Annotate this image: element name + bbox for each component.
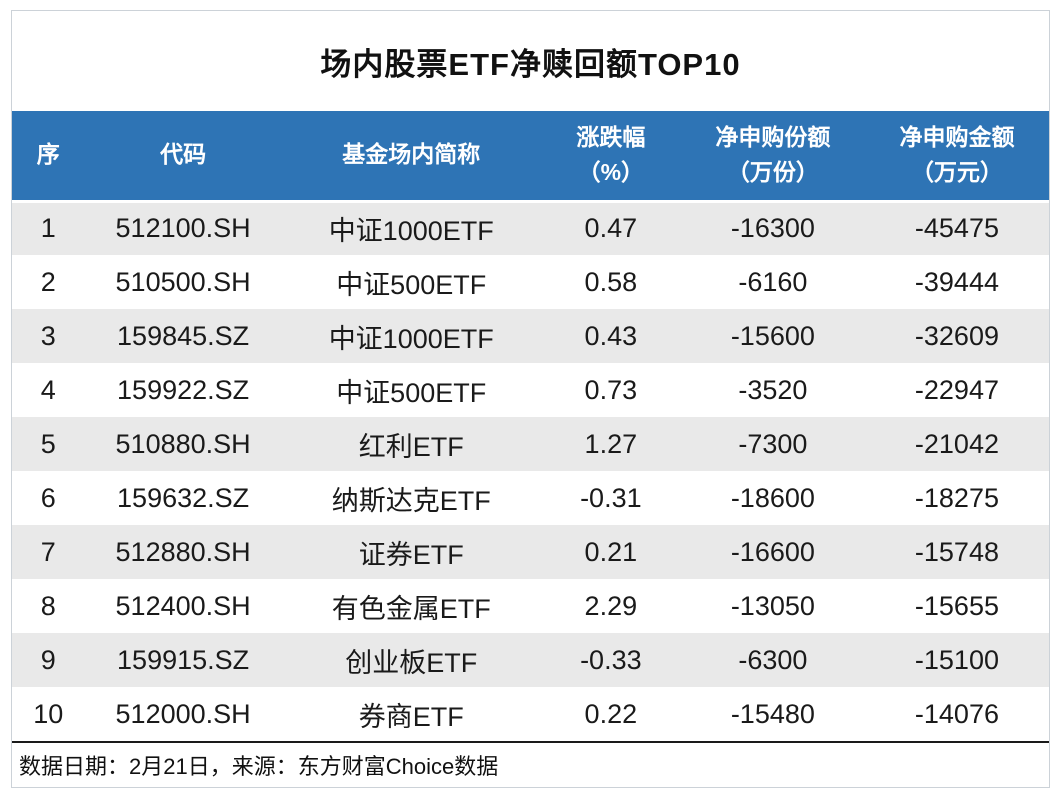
cell-seq: 4 bbox=[40, 374, 56, 405]
cell-net-amount: -22947 bbox=[914, 374, 999, 405]
cell-change-pct: 0.47 bbox=[584, 213, 638, 244]
cell-code: 510500.SH bbox=[115, 266, 251, 297]
cell-net-amount: -32609 bbox=[914, 320, 999, 351]
cell-net-shares: -18600 bbox=[730, 482, 815, 513]
cell-fund-name: 中证1000ETF bbox=[328, 216, 494, 247]
cell-code: 512100.SH bbox=[115, 213, 251, 244]
cell-net-shares: -13050 bbox=[730, 590, 815, 621]
cell-fund-name: 纳斯达克ETF bbox=[331, 485, 491, 516]
etf-redemption-table-card: 场内股票ETF净赎回额TOP10 序 代码 基金场内简称 bbox=[11, 10, 1050, 788]
col-header-code-label: 代码 bbox=[160, 141, 207, 168]
cell-net-amount: -18275 bbox=[914, 482, 999, 513]
table-row: 6 159632.SZ 纳斯达克ETF -0.31 -18600 -18275 bbox=[12, 471, 1049, 525]
col-header-net-shares-unit: （万份） bbox=[726, 159, 819, 186]
table-row: 7 512880.SH 证券ETF 0.21 -16600 -15748 bbox=[12, 525, 1049, 579]
cell-fund-name: 中证1000ETF bbox=[328, 323, 494, 354]
cell-net-amount: -15100 bbox=[914, 644, 999, 675]
cell-net-amount: -21042 bbox=[914, 428, 999, 459]
cell-net-amount: -15655 bbox=[914, 590, 999, 621]
cell-code: 159632.SZ bbox=[117, 482, 250, 513]
col-header-net-amount-unit: （万元） bbox=[910, 159, 1003, 186]
cell-net-shares: -7300 bbox=[738, 428, 808, 459]
cell-code: 512880.SH bbox=[115, 536, 251, 567]
cell-fund-name: 中证500ETF bbox=[336, 269, 487, 300]
cell-net-shares: -6300 bbox=[738, 644, 808, 675]
cell-code: 512000.SH bbox=[115, 698, 251, 729]
header-row: 序 代码 基金场内简称 涨跌幅 （%） 净申购份额 （万份） bbox=[12, 111, 1049, 203]
cell-change-pct: 0.58 bbox=[584, 266, 638, 297]
table-row: 9 159915.SZ 创业板ETF -0.33 -6300 -15100 bbox=[12, 633, 1049, 687]
cell-net-amount: -39444 bbox=[914, 266, 999, 297]
cell-code: 159845.SZ bbox=[117, 320, 250, 351]
cell-seq: 1 bbox=[40, 213, 56, 244]
cell-change-pct: 0.73 bbox=[584, 374, 638, 405]
cell-net-amount: -45475 bbox=[914, 213, 999, 244]
table-row: 1 512100.SH 中证1000ETF 0.47 -16300 -45475 bbox=[12, 201, 1049, 255]
etf-table: 序 代码 基金场内简称 涨跌幅 （%） 净申购份额 （万份） bbox=[12, 111, 1049, 741]
col-header-change-pct-label: 涨跌幅 bbox=[576, 123, 646, 150]
cell-fund-name: 券商ETF bbox=[358, 701, 464, 732]
cell-change-pct: -0.33 bbox=[580, 644, 642, 675]
cell-seq: 2 bbox=[40, 266, 56, 297]
cell-net-shares: -15600 bbox=[730, 320, 815, 351]
col-header-change-pct-unit: （%） bbox=[577, 159, 645, 186]
cell-fund-name: 红利ETF bbox=[358, 431, 464, 462]
col-header-seq: 序 bbox=[12, 111, 85, 203]
cell-net-shares: -16300 bbox=[730, 213, 815, 244]
cell-seq: 9 bbox=[40, 644, 56, 675]
cell-code: 159922.SZ bbox=[117, 374, 250, 405]
cell-net-shares: -16600 bbox=[730, 536, 815, 567]
cell-code: 512400.SH bbox=[115, 590, 251, 621]
table-row: 5 510880.SH 红利ETF 1.27 -7300 -21042 bbox=[12, 417, 1049, 471]
cell-code: 510880.SH bbox=[115, 428, 251, 459]
col-header-net-amount-label: 净申购金额 bbox=[899, 123, 1015, 150]
col-header-fund-name-label: 基金场内简称 bbox=[342, 141, 481, 168]
table-body: 1 512100.SH 中证1000ETF 0.47 -16300 -45475… bbox=[12, 201, 1049, 741]
cell-seq: 7 bbox=[40, 536, 56, 567]
table-row: 2 510500.SH 中证500ETF 0.58 -6160 -39444 bbox=[12, 255, 1049, 309]
col-header-change-pct: 涨跌幅 （%） bbox=[540, 111, 681, 203]
cell-net-shares: -3520 bbox=[738, 374, 808, 405]
cell-net-shares: -6160 bbox=[738, 266, 808, 297]
cell-fund-name: 中证500ETF bbox=[336, 377, 487, 408]
table-row: 4 159922.SZ 中证500ETF 0.73 -3520 -22947 bbox=[12, 363, 1049, 417]
table-row: 3 159845.SZ 中证1000ETF 0.43 -15600 -32609 bbox=[12, 309, 1049, 363]
cell-net-shares: -15480 bbox=[730, 698, 815, 729]
cell-fund-name: 有色金属ETF bbox=[331, 593, 491, 624]
cell-net-amount: -14076 bbox=[914, 698, 999, 729]
cell-fund-name: 证券ETF bbox=[358, 539, 464, 570]
cell-seq: 3 bbox=[40, 320, 56, 351]
cell-change-pct: 2.29 bbox=[584, 590, 638, 621]
table-row: 8 512400.SH 有色金属ETF 2.29 -13050 -15655 bbox=[12, 579, 1049, 633]
col-header-net-amount: 净申购金额 （万元） bbox=[864, 111, 1049, 203]
table-row: 10 512000.SH 券商ETF 0.22 -15480 -14076 bbox=[12, 687, 1049, 741]
cell-seq: 8 bbox=[40, 590, 56, 621]
cell-seq: 6 bbox=[40, 482, 56, 513]
cell-seq: 10 bbox=[33, 698, 64, 729]
col-header-seq-label: 序 bbox=[36, 141, 60, 168]
cell-change-pct: 1.27 bbox=[584, 428, 638, 459]
cell-change-pct: 0.43 bbox=[584, 320, 638, 351]
cell-fund-name: 创业板ETF bbox=[345, 647, 478, 678]
col-header-code: 代码 bbox=[84, 111, 282, 203]
col-header-fund-name: 基金场内简称 bbox=[281, 111, 541, 203]
cell-change-pct: 0.22 bbox=[584, 698, 638, 729]
cell-change-pct: 0.21 bbox=[584, 536, 638, 567]
col-header-net-shares: 净申购份额 （万份） bbox=[680, 111, 865, 203]
page-title: 场内股票ETF净赎回额TOP10 bbox=[320, 46, 741, 82]
cell-seq: 5 bbox=[40, 428, 56, 459]
source-note: 数据日期：2月21日，来源：东方财富Choice数据 bbox=[12, 741, 1049, 787]
col-header-net-shares-label: 净申购份额 bbox=[715, 123, 831, 150]
cell-net-amount: -15748 bbox=[914, 536, 999, 567]
cell-code: 159915.SZ bbox=[117, 644, 250, 675]
cell-change-pct: -0.31 bbox=[580, 482, 642, 513]
